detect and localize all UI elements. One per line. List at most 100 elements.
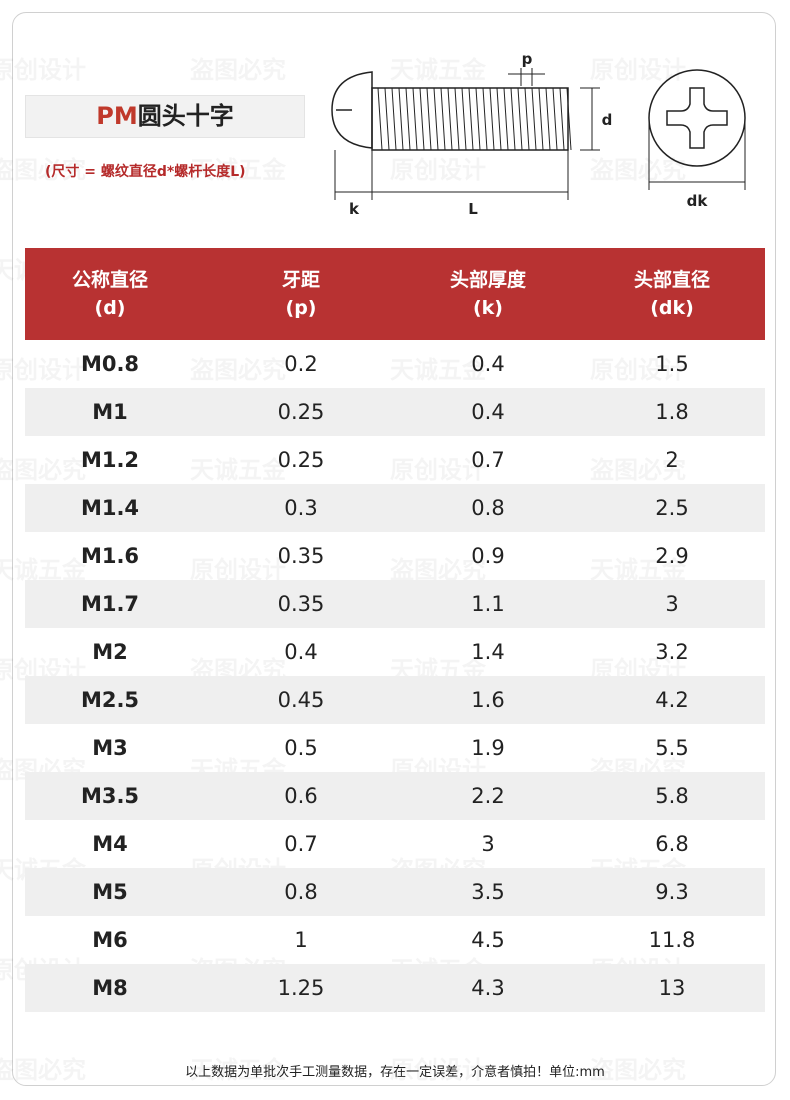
table-cell: 2.5 (655, 496, 689, 520)
thread (440, 87, 446, 151)
table-cell: 4.5 (471, 928, 505, 952)
column-header-line: 公称直径 (71, 269, 148, 291)
table-cell: M8 (92, 976, 128, 1000)
thread (412, 87, 418, 151)
table-cell: 1.6 (471, 688, 505, 712)
thread (531, 87, 537, 151)
table-cell: 3 (481, 832, 495, 856)
table-cell: 0.35 (277, 592, 325, 616)
table-cell: 0.2 (284, 352, 318, 376)
table-cell: 3.5 (471, 880, 505, 904)
thread (552, 87, 558, 151)
table-row: M6 1 4.5 11.8 (25, 916, 765, 964)
screw-shaft (371, 87, 569, 151)
label-d: d (602, 111, 613, 129)
label-p: p (522, 50, 533, 68)
title-box: PM圆头十字 (25, 95, 305, 138)
thread (517, 87, 523, 151)
table-cell: 1.25 (277, 976, 325, 1000)
table-cell: M6 (92, 928, 128, 952)
column-header-line: (dk) (650, 297, 694, 319)
table-row: M2.5 0.45 1.6 4.2 (25, 676, 765, 724)
thread (510, 87, 516, 151)
thread (433, 87, 439, 151)
table-cell: M5 (92, 880, 128, 904)
thread (566, 87, 572, 151)
thread (503, 87, 509, 151)
table-cell: 0.7 (284, 832, 318, 856)
table-cell: M2.5 (80, 688, 140, 712)
subtitle: (尺寸 = 螺纹直径d*螺杆长度L) (45, 164, 246, 180)
table-cell: 0.25 (277, 448, 325, 472)
table-cell: 0.9 (471, 544, 505, 568)
column-header-line: (p) (285, 297, 317, 319)
table-cell: 0.8 (284, 880, 318, 904)
table-cell: 1.9 (471, 736, 505, 760)
label-L: L (468, 200, 478, 218)
table-cell: 0.8 (471, 496, 505, 520)
table-cell: 1.1 (471, 592, 505, 616)
thread (398, 87, 404, 151)
title-prefix: PM (96, 102, 138, 130)
thread (489, 87, 495, 151)
table-cell: M1.2 (80, 448, 140, 472)
table-cell: 4.3 (471, 976, 505, 1000)
column-header-line: 头部厚度 (449, 269, 526, 291)
table-row: M1 0.25 0.4 1.8 (25, 388, 765, 436)
table-cell: 0.7 (471, 448, 505, 472)
table-row: M1.6 0.35 0.9 2.9 (25, 532, 765, 580)
thread (426, 87, 432, 151)
thread (559, 87, 565, 151)
thread (419, 87, 425, 151)
thread (545, 87, 551, 151)
label-dk: dk (687, 192, 709, 210)
table-cell: 11.8 (648, 928, 696, 952)
table-cell: 1.8 (655, 400, 689, 424)
table-row: M4 0.7 3 6.8 (25, 820, 765, 868)
table-row: M1.7 0.35 1.1 3 (25, 580, 765, 628)
table-row: M8 1.25 4.3 13 (25, 964, 765, 1012)
label-k: k (349, 200, 360, 218)
thread (454, 87, 460, 151)
table-cell: M3.5 (80, 784, 140, 808)
thread (475, 87, 481, 151)
table-cell: 0.35 (277, 544, 325, 568)
table-cell: M1.6 (80, 544, 140, 568)
card-frame (12, 12, 776, 1086)
table-cell: 1.4 (471, 640, 505, 664)
screw-diagram: p d k L dk (331, 50, 746, 218)
table-cell: 0.3 (284, 496, 318, 520)
table-row: M3 0.5 1.9 5.5 (25, 724, 765, 772)
table-cell: M4 (92, 832, 128, 856)
table-cell: 1 (294, 928, 308, 952)
thread (524, 87, 530, 151)
thread (461, 87, 467, 151)
table-cell: 0.4 (284, 640, 318, 664)
table-cell: 13 (658, 976, 686, 1000)
table-cell: 0.6 (284, 784, 318, 808)
table-cell: 2 (665, 448, 679, 472)
column-header-line: (d) (94, 297, 126, 319)
table-header: 公称直径 (d) 牙距 (p) 头部厚度 (k) 头部直径 (dk) (25, 248, 765, 340)
table-cell: 4.2 (655, 688, 689, 712)
column-header: 头部厚度 (k) (398, 266, 578, 322)
table-cell: 1.5 (655, 352, 689, 376)
table-cell: 2.9 (655, 544, 689, 568)
thread (384, 87, 390, 151)
table-cell: M3 (92, 736, 128, 760)
column-header: 牙距 (p) (211, 266, 391, 322)
title: 圆头十字 (137, 102, 234, 130)
thread (405, 87, 411, 151)
column-header-line: (k) (472, 297, 503, 319)
table-cell: 0.4 (471, 400, 505, 424)
thread (482, 87, 488, 151)
screw-head (331, 71, 373, 149)
thread (468, 87, 474, 151)
table-cell: 3.2 (655, 640, 689, 664)
table-row: M2 0.4 1.4 3.2 (25, 628, 765, 676)
table-cell: 5.8 (655, 784, 689, 808)
thread (496, 87, 502, 151)
thread (538, 87, 544, 151)
table-cell: 0.5 (284, 736, 318, 760)
thread (377, 87, 383, 151)
